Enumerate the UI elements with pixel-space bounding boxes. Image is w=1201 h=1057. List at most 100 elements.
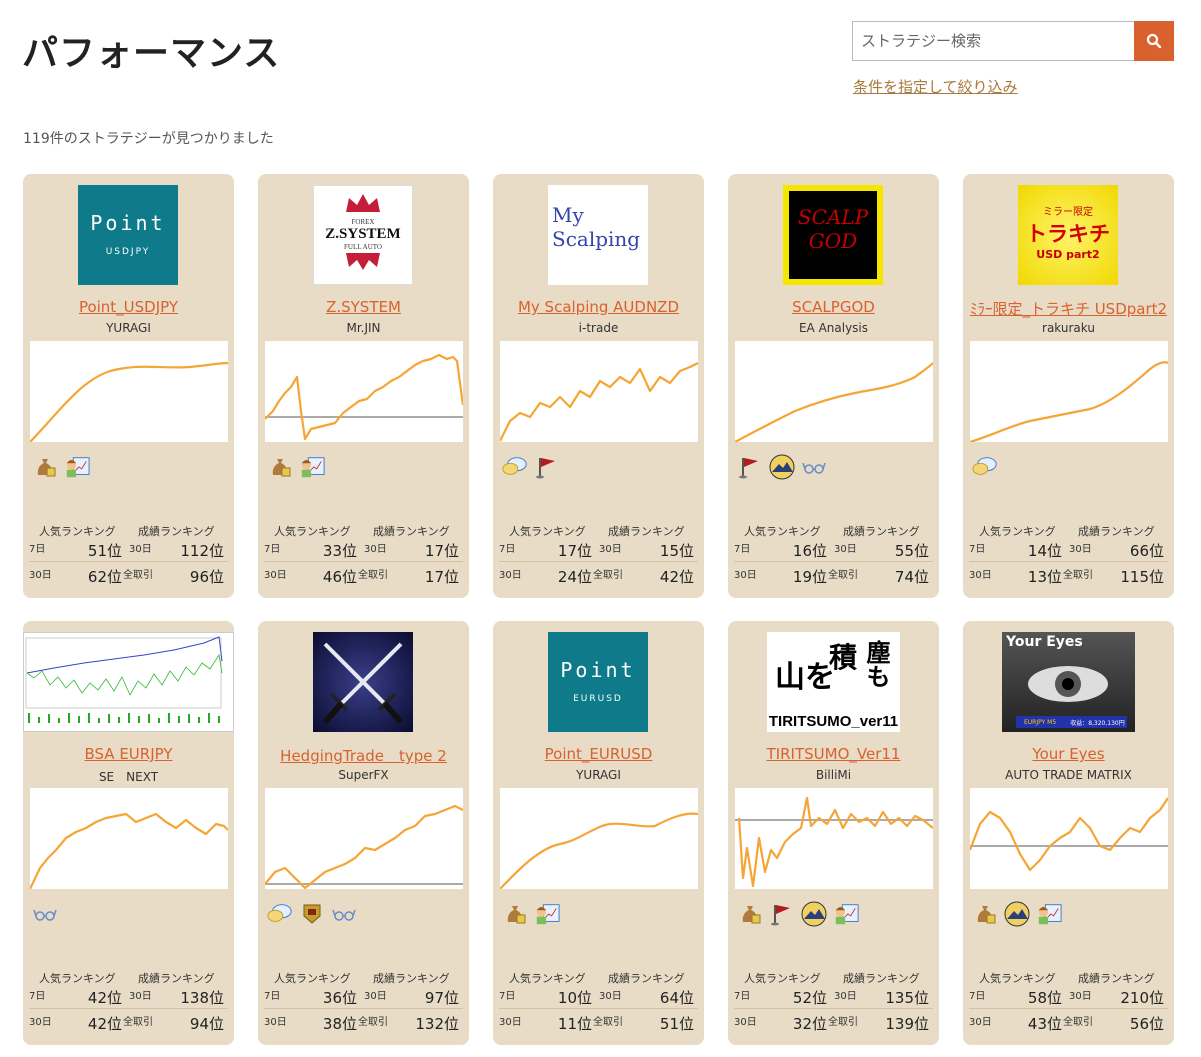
strategy-author: YURAGI [106,321,151,335]
moneybag-icon[interactable] [32,454,58,480]
equity-chart[interactable] [735,788,934,889]
period-label: 全取引 [828,1017,858,1028]
strategy-card[interactable]: ミラー限定 トラキチ USD part2 ﾐﾗｰ限定_トラキチ USDpart2… [963,174,1174,598]
strategy-title-link[interactable]: Z.SYSTEM [326,298,401,316]
mountain-icon[interactable] [769,454,795,480]
trader-icon[interactable] [1036,901,1062,927]
flag-icon[interactable] [534,454,560,480]
ranking-row: 7日 10位 30日 64位 [499,985,698,1009]
strategy-card[interactable]: 山を 積 塵も TIRITSUMO_ver11 TIRITSUMO_Ver11 B… [728,621,939,1045]
search-input[interactable] [852,21,1134,61]
badge-icon[interactable] [299,901,325,927]
popular-rank-30d: 42位 [87,1015,122,1033]
strategy-thumbnail[interactable] [23,632,234,732]
period-label: 30日 [834,544,857,555]
popular-ranking-label: 人気ランキング [979,972,1056,985]
strategy-title-link[interactable]: My Scalping AUDNZD [517,298,680,316]
strategy-title-link[interactable]: Your Eyes [1032,745,1105,763]
equity-chart[interactable] [29,341,229,443]
trader-icon[interactable] [299,454,325,480]
performance-rank-30d: 64位 [659,989,694,1007]
popular-ranking-label: 人気ランキング [274,972,351,985]
search-button[interactable] [1134,21,1174,61]
equity-chart[interactable] [264,788,464,890]
popular-ranking-label: 人気ランキング [509,972,586,985]
strategy-thumbnail[interactable]: Your Eyes EURJPY M5 収益：8,320,130円 [1002,632,1135,732]
strategy-card[interactable]: BSA EURJPY SE NEXT 人気ランキング 成績ランキング 7日 42位 30日 1… [23,621,234,1045]
trader-icon[interactable] [534,901,560,927]
strategy-thumbnail[interactable]: FOREX Z.SYSTEM FULL AUTO [313,185,413,285]
filter-link[interactable]: 条件を指定して絞り込み [853,78,1018,96]
glasses-icon[interactable] [32,901,58,927]
popular-rank-7d: 51位 [87,542,122,560]
equity-chart[interactable] [734,341,934,443]
strategy-thumbnail[interactable]: My Scalping [548,185,648,285]
moneybag-icon[interactable] [737,901,763,927]
popular-rank-30d: 11位 [557,1015,592,1033]
moneybag-icon[interactable] [267,454,293,480]
ranking-row: 7日 14位 30日 66位 [969,538,1168,562]
equity-chart[interactable] [499,788,699,890]
strategy-card[interactable]: My Scalping My Scalping AUDNZD i-trade 人気ラ… [493,174,704,598]
glasses-icon[interactable] [331,901,357,927]
equity-chart-svg [969,361,1169,444]
trader-icon[interactable] [833,901,859,927]
bubble-icon[interactable] [502,454,528,480]
trader-icon[interactable] [64,454,90,480]
thumb-l1: My [552,203,584,227]
bubble-icon[interactable] [972,454,998,480]
equity-chart[interactable] [969,341,1169,444]
thumb-l3: 塵も [862,640,891,688]
performance-rank-all: 96位 [189,568,224,586]
strategy-card[interactable]: Your Eyes EURJPY M5 収益：8,320,130円 Your E… [963,621,1174,1045]
strategy-card[interactable]: HedgingTrade type 2 SuperFX 人気ランキング 成績ランキング… [258,621,469,1045]
equity-chart[interactable] [499,341,699,442]
strategy-title-link[interactable]: BSA EURJPY [84,745,173,763]
popular-ranking-label: 人気ランキング [39,525,116,538]
flag-icon[interactable] [737,454,763,480]
mountain-icon[interactable] [1004,901,1030,927]
equity-chart[interactable] [29,788,229,890]
strategy-card[interactable]: SCALP GOD SCALPGOD EA Analysis 人気ランキング 成績ラン… [728,174,939,598]
period-label: 7日 [734,544,751,555]
period-label: 7日 [499,544,516,555]
strategy-card[interactable]: Point EURUSD Point_EURUSD YURAGI 人気ランキング 成績… [493,621,704,1045]
moneybag-icon[interactable] [502,901,528,927]
strategy-title-link[interactable]: HedgingTrade type 2 [280,747,447,765]
popular-ranking-label: 人気ランキング [744,972,821,985]
period-label: 30日 [264,570,287,581]
flag-icon[interactable] [769,901,795,927]
equity-chart[interactable] [264,341,465,442]
strategy-card[interactable]: FOREX Z.SYSTEM FULL AUTO Z.SYSTEM Mr.JIN 人… [258,174,469,598]
strategy-thumbnail[interactable]: ミラー限定 トラキチ USD part2 [1018,185,1118,285]
strategy-thumbnail[interactable]: SCALP GOD [783,185,883,285]
badge-row [502,452,560,482]
ranking-row: 7日 52位 30日 135位 [734,985,933,1009]
search-box [852,21,1174,61]
performance-ranking-label: 成績ランキング [1078,525,1155,538]
thumb-l1: 山を [775,660,835,695]
performance-rank-all: 115位 [1120,568,1164,586]
thumb-l3: 収益：8,320,130円 [1070,719,1125,727]
period-label: 7日 [29,544,46,555]
strategy-card[interactable]: Point USDJPY Point_USDJPY YURAGI 人気ランキング 成績… [23,174,234,598]
strategy-thumbnail[interactable]: Point USDJPY [78,185,178,285]
strategy-thumbnail[interactable] [313,632,413,732]
glasses-icon[interactable] [801,454,827,480]
bubble-icon[interactable] [267,901,293,927]
strategy-thumbnail[interactable]: 山を 積 塵も TIRITSUMO_ver11 [767,632,900,732]
performance-rank-all: 51位 [659,1015,694,1033]
strategy-title-link[interactable]: Point_USDJPY [78,298,179,316]
mountain-icon[interactable] [801,901,827,927]
strategy-title-link[interactable]: Point_EURUSD [544,745,653,763]
moneybag-icon[interactable] [972,901,998,927]
thumb-l1: Your Eyes [1006,634,1083,650]
chart-equity-line [499,362,699,442]
strategy-title-link[interactable]: ﾐﾗｰ限定_トラキチ USDpart2 [969,300,1168,318]
popular-rank-7d: 16位 [792,542,827,560]
equity-chart[interactable] [968,788,1169,889]
strategy-title-link[interactable]: TIRITSUMO_Ver11 [766,745,901,763]
popular-rank-7d: 58位 [1027,989,1062,1007]
strategy-title-link[interactable]: SCALPGOD [792,298,875,316]
strategy-thumbnail[interactable]: Point EURUSD [548,632,648,732]
